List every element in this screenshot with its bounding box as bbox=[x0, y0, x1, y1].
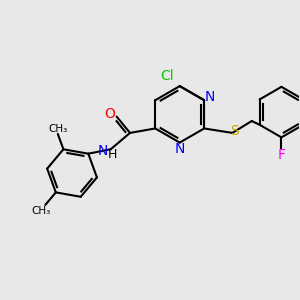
Text: N: N bbox=[175, 142, 185, 156]
Text: N: N bbox=[97, 144, 108, 158]
Text: Cl: Cl bbox=[160, 69, 174, 83]
Text: CH₃: CH₃ bbox=[31, 206, 50, 216]
Text: H: H bbox=[107, 148, 117, 161]
Text: S: S bbox=[230, 124, 239, 138]
Text: F: F bbox=[278, 148, 286, 162]
Text: O: O bbox=[105, 107, 116, 121]
Text: N: N bbox=[204, 90, 215, 104]
Text: CH₃: CH₃ bbox=[48, 124, 68, 134]
